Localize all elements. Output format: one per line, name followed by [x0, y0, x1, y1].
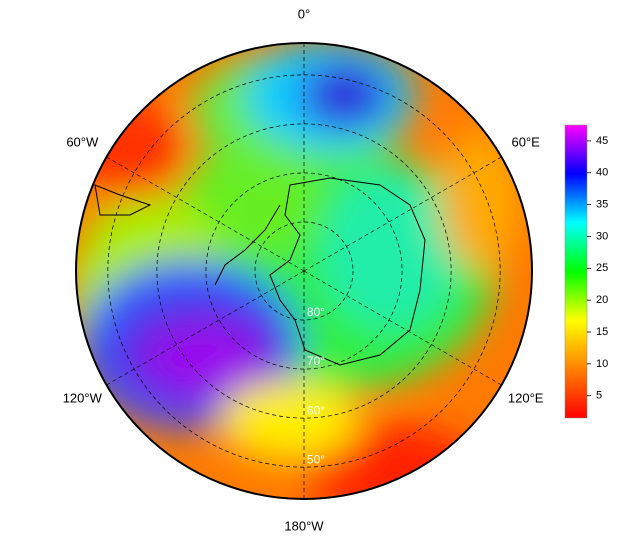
parallel: [107, 74, 501, 468]
graticule: [106, 43, 502, 499]
lon-label: 60°E: [512, 134, 541, 149]
colorbar-tick-label: 45: [596, 135, 608, 147]
lon-label: 180°W: [284, 518, 324, 533]
lon-label: 0°: [298, 6, 310, 21]
parallel: [156, 123, 452, 419]
meridian: [106, 156, 305, 272]
colorbar-tick-label: 25: [596, 262, 608, 274]
lon-label: 60°W: [66, 134, 99, 149]
lat-label: 80°: [307, 305, 325, 319]
colorbar-tick-label: 30: [596, 230, 608, 242]
lat-label: 50°: [307, 452, 325, 466]
meridian: [303, 270, 502, 386]
colorbar-tick-label: 35: [596, 199, 608, 211]
meridian: [106, 270, 305, 386]
map-boundary: [75, 42, 533, 500]
colorbar-ramp: [564, 124, 588, 419]
coastline: [269, 177, 426, 366]
peninsula-coastline: [214, 204, 281, 286]
meridian: [303, 156, 502, 272]
colorbar-tick-label: 15: [596, 326, 608, 338]
parallel: [254, 221, 354, 321]
colorbar: 5 10 15 20 25 30 35 40 45: [564, 124, 608, 419]
lat-label: 70°: [307, 354, 325, 368]
lon-label: 120°E: [508, 390, 544, 405]
colorbar-tick-label: 20: [596, 294, 608, 306]
colorbar-tick-label: 40: [596, 167, 608, 179]
colorbar-tick-label: 5: [596, 390, 602, 402]
lon-label: 120°W: [63, 390, 103, 405]
south-america-coastline: [94, 184, 152, 216]
lat-label: 60°: [307, 403, 325, 417]
parallel: [205, 172, 403, 370]
colorbar-tick-label: 10: [596, 358, 608, 370]
